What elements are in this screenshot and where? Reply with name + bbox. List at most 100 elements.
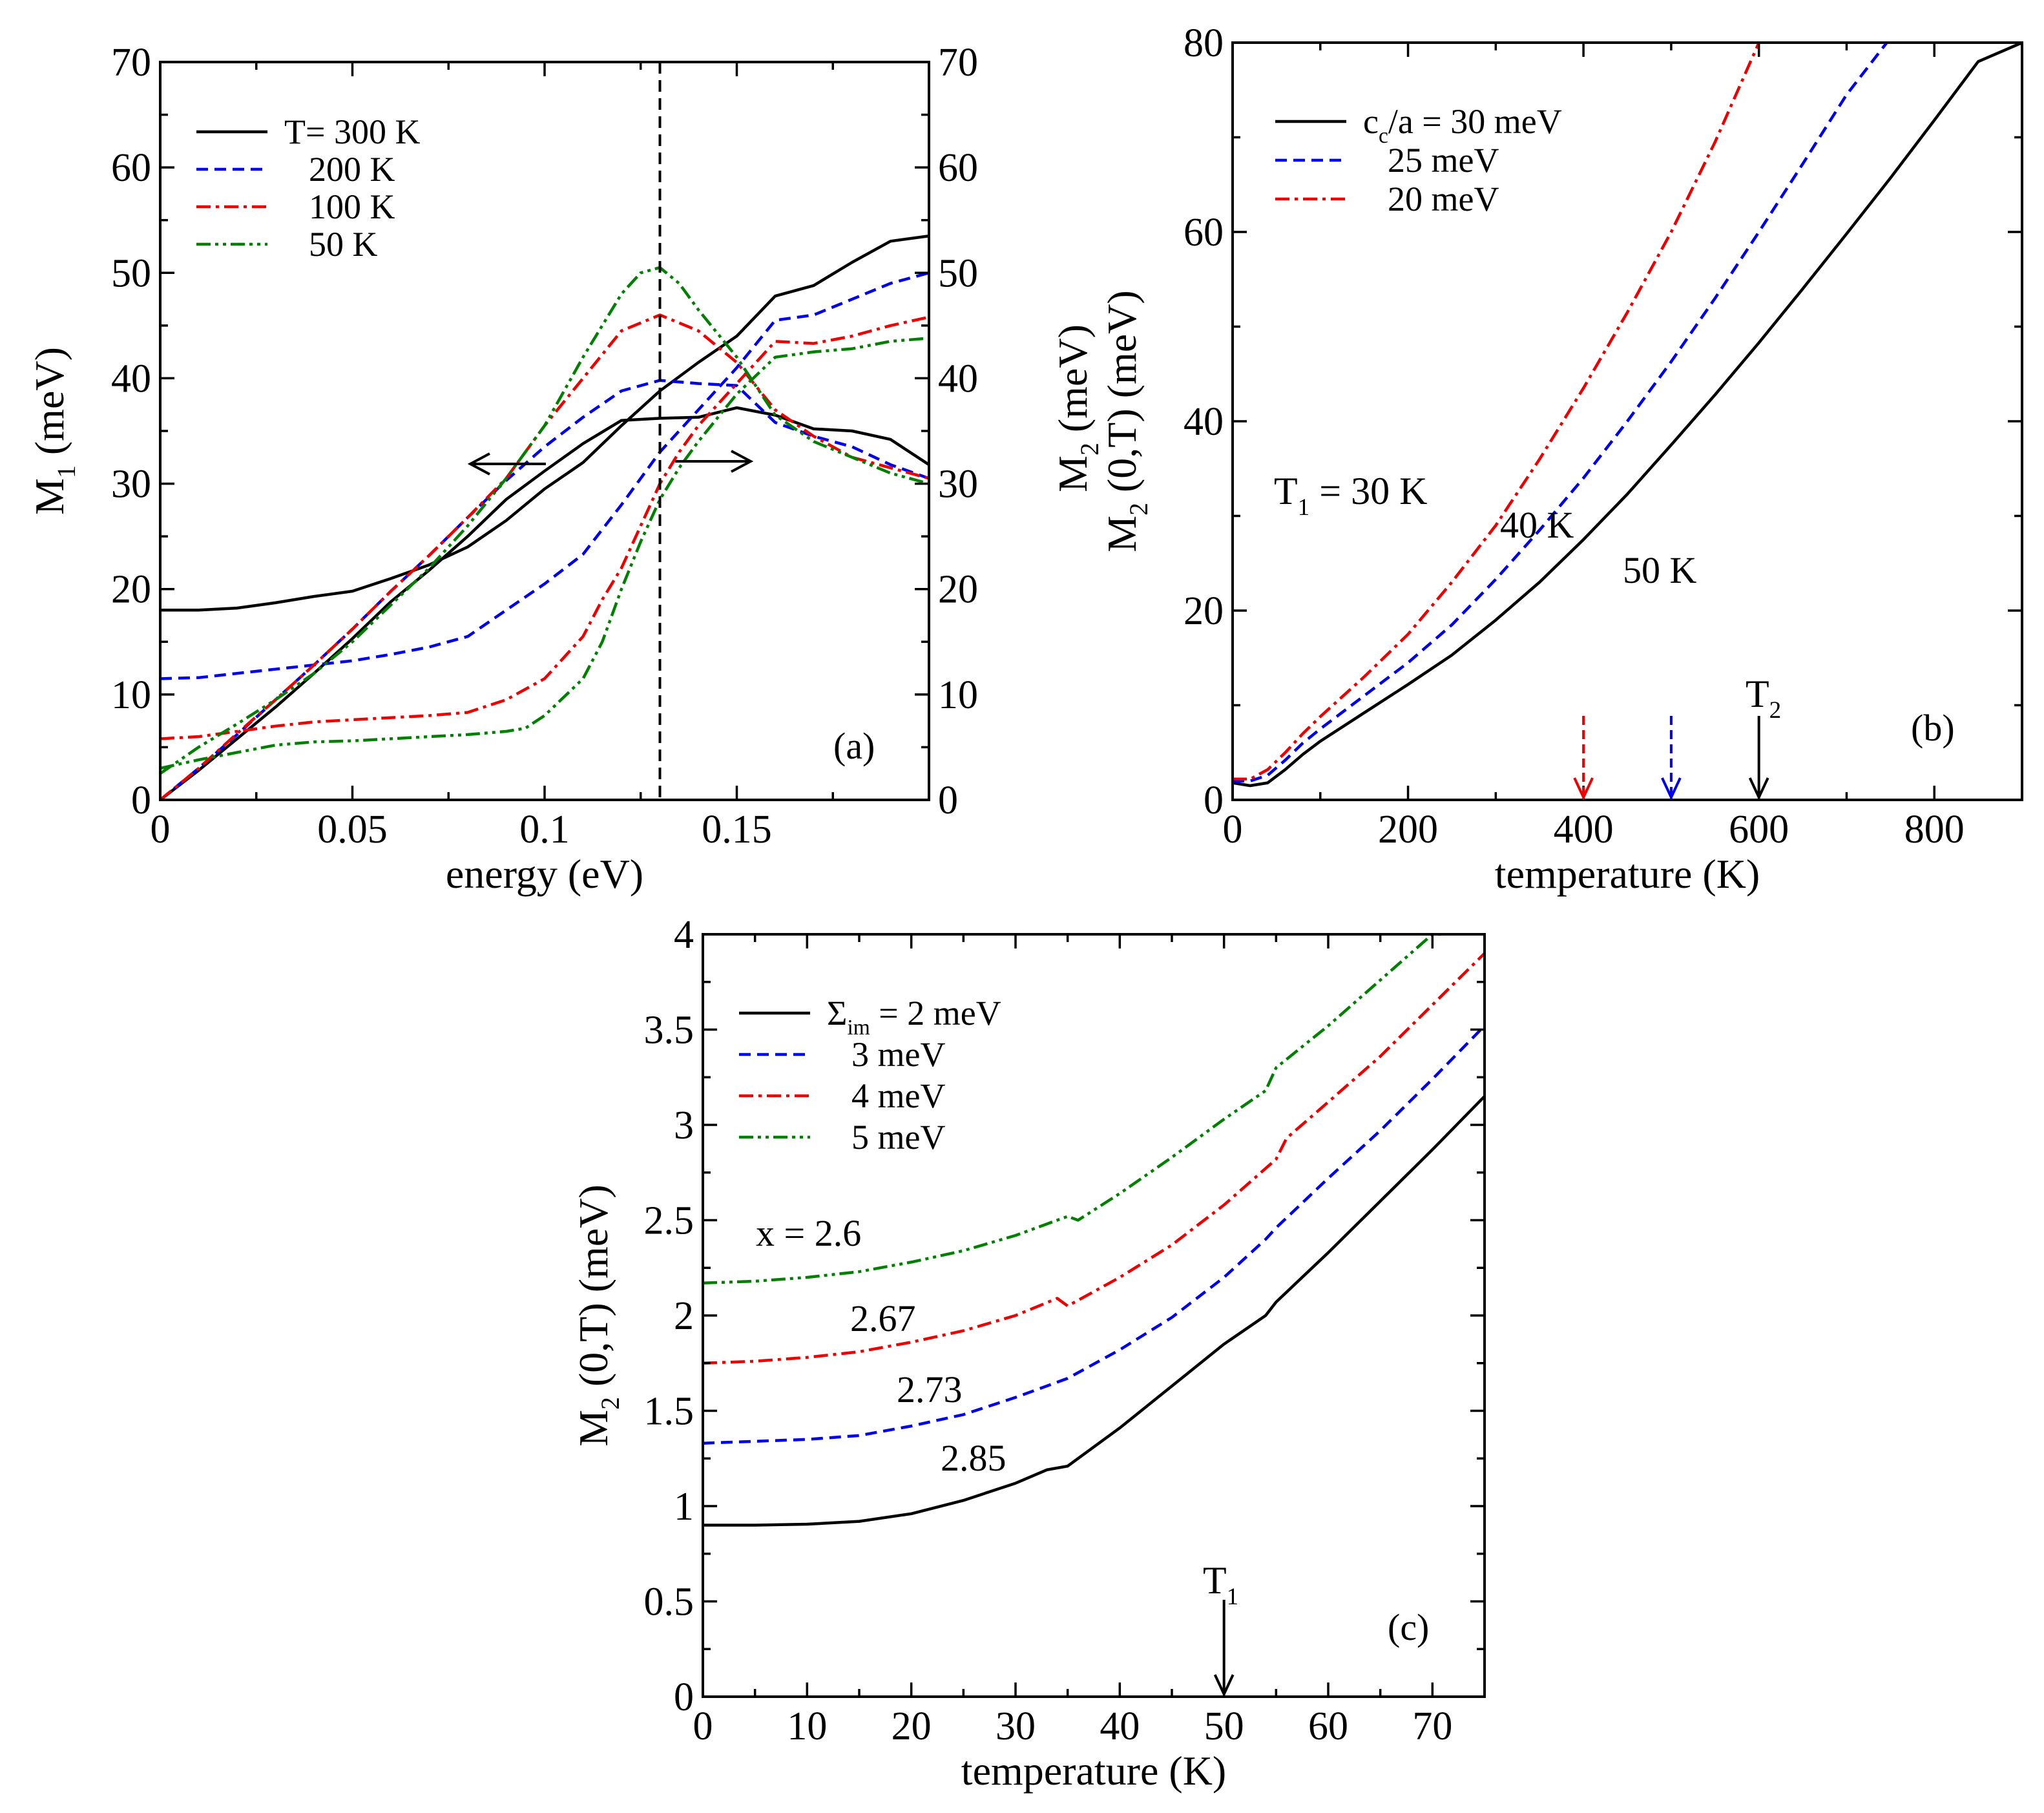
y-tick-label-a: 60 [111,146,151,190]
y-axis-title-text-c-sub: 2 [596,1397,625,1410]
y-tick-label-b: 20 [1184,589,1224,633]
plot-frame-a [159,61,930,801]
legend-label-b-main: c [1363,102,1379,141]
annotation-t1-c-main: T [1203,1559,1227,1602]
legend-label-b-sub: c [1379,124,1388,148]
legend-label-a: T= 300 K [284,112,420,151]
annotation-t2-sub: 2 [1769,697,1782,724]
y-axis-title-text-a-rest: (meV) [26,347,72,465]
series-line-c-2 [703,952,1485,1365]
series-line-a-0 [160,234,929,612]
x-tick-label-c: 50 [1204,1704,1244,1748]
x-axis-title-b: temperature (K) [1495,851,1760,897]
y-axis-outer-title-text: M2 (meV) [1050,324,1104,492]
legend-label-c-main: 5 meV [851,1118,945,1157]
y-tick-label-a: 70 [111,41,151,85]
x-tick-label-c: 30 [996,1704,1036,1748]
axis-arrowhead-right [731,450,754,473]
series-line-a-4 [160,315,929,740]
y-tick-label-c: 3.5 [644,1009,694,1053]
y-axis-title-text-b-rest: (0,T) (meV) [1099,290,1145,503]
legend-label-c: Σim = 2 meV [827,994,1001,1040]
annotation-x-2-73: 2.73 [897,1368,963,1410]
y-right-tick-label-a: 50 [938,251,978,295]
annotation-t1-c-sub: 1 [1227,1584,1239,1610]
y-tick-label-a: 20 [111,568,151,612]
y-tick-label-a: 10 [111,673,151,717]
annotation-t1-sub: 1 [1298,494,1310,521]
annotation-40k: 40 K [1500,504,1574,546]
legend-label-c: 3 meV [851,1035,945,1074]
y-tick-label-b: 0 [1204,779,1224,823]
legend-label-b: 20 meV [1388,180,1499,218]
annotation-t2: T2 [1746,673,1781,724]
y-right-tick-label-a: 40 [938,357,978,401]
x-tick-label-a: 0.1 [519,808,570,852]
annotation-t1-rest: = 30 K [1309,470,1427,512]
x-tick-label-a: 0 [151,808,171,852]
legend-label-b-main: 20 meV [1388,180,1499,218]
x-tick-label-b: 200 [1378,808,1438,852]
y-right-tick-label-a: 30 [938,463,978,507]
panel-b: 0 200 400 600 800 0 20 40 60 80 temperature (K) M2 … [1050,21,2023,897]
y-tick-label-c: 1.5 [644,1390,694,1434]
y-axis-outer-title-text-rest: (meV) [1050,324,1096,443]
x-tick-label-b: 400 [1554,808,1614,852]
annotation-t2-main: T [1746,673,1769,715]
x-tick-label-c: 0 [693,1704,713,1748]
y-axis-outer-title: M2 (meV) [1050,324,1104,492]
panel-c: 0 10 20 30 40 50 60 70 0 0.5 1 1.5 2 2.5 3 3.5 4 temperat… [570,913,1486,1794]
series-line-b-2 [1233,43,1760,781]
x-tick-label-c: 60 [1308,1704,1348,1748]
series-line-c-3 [703,934,1443,1285]
legend-label-b-main: 25 meV [1388,141,1499,180]
x-tick-label-c: 40 [1100,1704,1140,1748]
x-tick-label-a: 0.05 [317,808,388,852]
y-tick-label-b: 40 [1184,400,1224,444]
y-axis-title-text-b-sub: 2 [1125,503,1153,516]
legend-label-c: 5 meV [851,1118,945,1157]
y-right-tick-label-a: 10 [938,673,978,717]
y-tick-label-c: 1 [674,1485,694,1529]
annotation-x-2-67: 2.67 [850,1297,916,1339]
legend-label-c-rest: = 2 meV [870,994,1001,1032]
series-line-c-1 [703,1025,1485,1445]
y-tick-label-c: 4 [674,913,694,957]
annotation-t1: T1 = 30 K [1274,470,1427,521]
x-tick-label-a: 0.15 [702,808,772,852]
y-axis-outer-title-text-sub: 2 [1076,443,1104,456]
panel-label-a: (a) [833,725,875,767]
y-axis-title-text-a-main: M [26,478,72,515]
x-tick-label-b: 0 [1223,808,1243,852]
y-tick-label-a: 50 [111,251,151,295]
panel-label-b: (b) [1911,707,1955,749]
legend-label-b: cc/a = 30 meV [1363,102,1562,148]
y-tick-label-c: 0.5 [644,1580,694,1624]
axis-arrowhead-left [467,452,490,476]
annotation-x-2-6: x = 2.6 [756,1212,861,1254]
x-tick-label-b: 600 [1729,808,1789,852]
x-axis-title-c: temperature (K) [961,1748,1226,1794]
marker-arrowhead-b [1573,777,1594,801]
marker-arrowhead-b [1661,777,1682,801]
y-right-tick-label-a: 20 [938,568,978,612]
legend-label-a: 50 K [309,225,378,264]
series-line-a-1 [160,406,929,800]
y-axis-outer-title-text-main: M [1050,456,1096,492]
series-line-a-7 [160,266,929,775]
annotation-t1-c: T1 [1203,1559,1238,1610]
y-right-tick-label-a: 60 [938,146,978,190]
x-tick-label-b: 800 [1904,808,1965,852]
legend-label-c-main: Σ [827,994,847,1032]
y-tick-label-c: 3 [674,1104,694,1148]
y-axis-title-text-a-sub: 1 [52,465,81,478]
series-line-a-2 [160,271,929,680]
y-right-tick-label-a: 70 [938,41,978,85]
panel-label-c: (c) [1388,1606,1429,1648]
legend-label-c-main: 4 meV [851,1076,945,1115]
y-right-tick-label-a: 0 [938,779,958,823]
legend-label-b-rest: /a = 30 meV [1388,102,1562,141]
series-line-c-0 [703,1095,1485,1527]
legend-label-c: 4 meV [851,1076,945,1115]
